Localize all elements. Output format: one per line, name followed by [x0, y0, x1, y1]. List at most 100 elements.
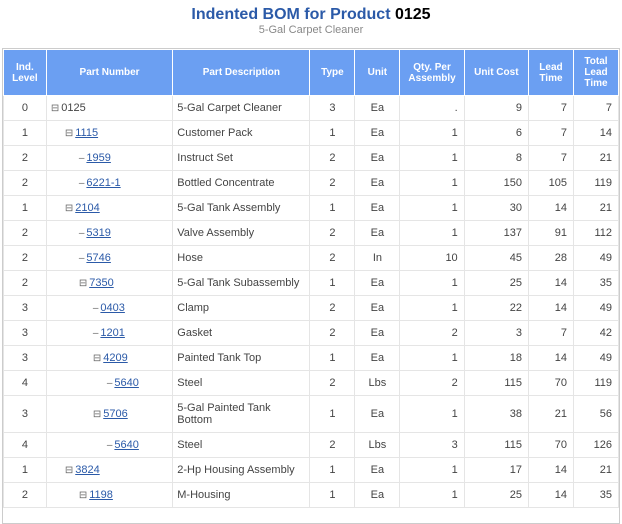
part-link[interactable]: 1959: [86, 152, 110, 164]
tree-leaf-icon: –: [107, 440, 113, 451]
part-link[interactable]: 3824: [75, 464, 99, 476]
cell-qty: 1: [400, 458, 464, 483]
cell-unit: Ea: [355, 321, 400, 346]
cell-type: 2: [310, 246, 355, 271]
part-link[interactable]: 6221-1: [86, 177, 120, 189]
cell-qty: 3: [400, 433, 464, 458]
part-link[interactable]: 1115: [75, 127, 98, 139]
page-subtitle: 5-Gal Carpet Cleaner: [0, 24, 622, 36]
table-row: 3⊟57065-Gal Painted Tank Bottom1Ea138215…: [4, 396, 619, 433]
cell-qty: 10: [400, 246, 464, 271]
table-row: 2⊟73505-Gal Tank Subassembly1Ea1251435: [4, 271, 619, 296]
tree-collapse-icon[interactable]: ⊟: [51, 103, 59, 114]
cell-lead: 7: [528, 321, 573, 346]
cell-qty: 1: [400, 396, 464, 433]
cell-lead: 14: [528, 296, 573, 321]
cell-part: –5640: [46, 433, 172, 458]
cell-qty: .: [400, 96, 464, 121]
part-link[interactable]: 5319: [86, 227, 110, 239]
cell-part: –0403: [46, 296, 172, 321]
cell-unit: Ea: [355, 221, 400, 246]
tree-leaf-icon: –: [107, 378, 113, 389]
cell-cost: 3: [464, 321, 528, 346]
cell-desc: 5-Gal Tank Subassembly: [173, 271, 310, 296]
cell-type: 1: [310, 346, 355, 371]
cell-type: 3: [310, 96, 355, 121]
part-link[interactable]: 1201: [100, 327, 124, 339]
cell-desc: Steel: [173, 433, 310, 458]
cell-total: 56: [573, 396, 618, 433]
cell-desc: Customer Pack: [173, 121, 310, 146]
cell-cost: 17: [464, 458, 528, 483]
cell-total: 49: [573, 246, 618, 271]
cell-lead: 91: [528, 221, 573, 246]
table-row: 1⊟38242-Hp Housing Assembly1Ea1171421: [4, 458, 619, 483]
part-link[interactable]: 5706: [103, 408, 127, 420]
cell-total: 21: [573, 196, 618, 221]
cell-type: 1: [310, 121, 355, 146]
cell-type: 1: [310, 483, 355, 508]
table-row: 1⊟21045-Gal Tank Assembly1Ea1301421: [4, 196, 619, 221]
tree-collapse-icon[interactable]: ⊟: [79, 490, 87, 501]
table-row: 1⊟1115Customer Pack1Ea16714: [4, 121, 619, 146]
tree-collapse-icon[interactable]: ⊟: [65, 128, 73, 139]
cell-unit: In: [355, 246, 400, 271]
table-row: 3–0403Clamp2Ea1221449: [4, 296, 619, 321]
part-link[interactable]: 5640: [114, 377, 138, 389]
cell-unit: Ea: [355, 196, 400, 221]
part-link[interactable]: 0403: [100, 302, 124, 314]
cell-total: 119: [573, 371, 618, 396]
col-header-lead: Lead Time: [528, 50, 573, 96]
cell-part: ⊟7350: [46, 271, 172, 296]
bom-table-scroll[interactable]: Ind. LevelPart NumberPart DescriptionTyp…: [2, 48, 620, 524]
cell-level: 2: [4, 246, 47, 271]
tree-leaf-icon: –: [79, 228, 85, 239]
cell-part: ⊟1115: [46, 121, 172, 146]
tree-collapse-icon[interactable]: ⊟: [93, 409, 101, 420]
cell-unit: Ea: [355, 483, 400, 508]
cell-qty: 2: [400, 371, 464, 396]
cell-cost: 150: [464, 171, 528, 196]
cell-qty: 1: [400, 271, 464, 296]
cell-type: 2: [310, 321, 355, 346]
part-link[interactable]: 5640: [114, 439, 138, 451]
cell-type: 2: [310, 371, 355, 396]
tree-collapse-icon[interactable]: ⊟: [65, 465, 73, 476]
cell-desc: 2-Hp Housing Assembly: [173, 458, 310, 483]
cell-part: –5319: [46, 221, 172, 246]
cell-total: 21: [573, 146, 618, 171]
cell-part: –1959: [46, 146, 172, 171]
tree-collapse-icon[interactable]: ⊟: [79, 278, 87, 289]
part-link[interactable]: 4209: [103, 352, 127, 364]
table-row: 2–6221-1Bottled Concentrate2Ea1150105119: [4, 171, 619, 196]
cell-part: –6221-1: [46, 171, 172, 196]
cell-cost: 18: [464, 346, 528, 371]
cell-part: ⊟1198: [46, 483, 172, 508]
part-link[interactable]: 7350: [89, 277, 113, 289]
tree-leaf-icon: –: [79, 178, 85, 189]
cell-qty: 1: [400, 146, 464, 171]
cell-level: 2: [4, 483, 47, 508]
part-link[interactable]: 1198: [89, 489, 113, 501]
title-prefix: Indented BOM for Product: [191, 6, 390, 23]
part-link[interactable]: 5746: [86, 252, 110, 264]
cell-type: 1: [310, 396, 355, 433]
part-link[interactable]: 2104: [75, 202, 99, 214]
cell-total: 49: [573, 346, 618, 371]
cell-cost: 115: [464, 371, 528, 396]
cell-type: 2: [310, 171, 355, 196]
title-product: 0125: [395, 6, 431, 23]
cell-type: 1: [310, 271, 355, 296]
cell-level: 0: [4, 96, 47, 121]
cell-desc: Valve Assembly: [173, 221, 310, 246]
tree-collapse-icon[interactable]: ⊟: [93, 353, 101, 364]
cell-level: 3: [4, 346, 47, 371]
cell-qty: 1: [400, 221, 464, 246]
cell-desc: Painted Tank Top: [173, 346, 310, 371]
cell-unit: Ea: [355, 458, 400, 483]
cell-unit: Lbs: [355, 371, 400, 396]
table-row: 0⊟01255-Gal Carpet Cleaner3Ea.977: [4, 96, 619, 121]
col-header-total: Total Lead Time: [573, 50, 618, 96]
cell-total: 126: [573, 433, 618, 458]
tree-collapse-icon[interactable]: ⊟: [65, 203, 73, 214]
